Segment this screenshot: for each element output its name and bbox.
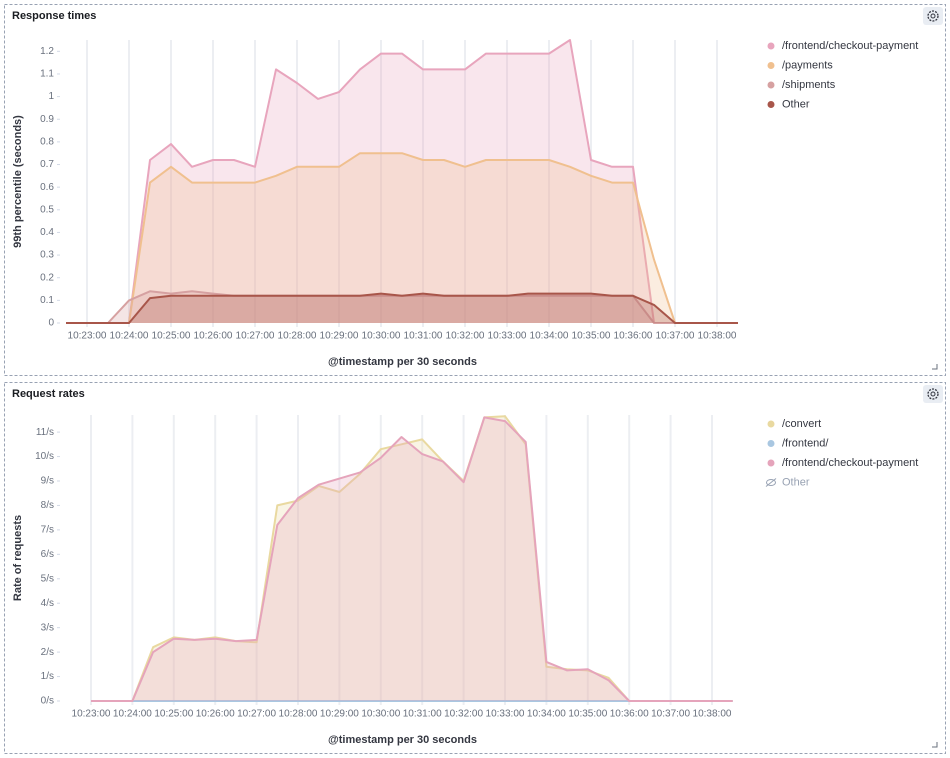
- panel-title: Response times: [12, 10, 96, 22]
- legend-label: Other: [782, 98, 810, 110]
- x-tick-label: 10:24:00: [113, 709, 152, 720]
- x-tick-label: 10:33:00: [488, 331, 527, 342]
- eye-slash: [765, 478, 777, 487]
- legend-label: Other: [782, 476, 810, 488]
- x-tick-label: 10:37:00: [651, 709, 690, 720]
- x-tick-label: 10:26:00: [194, 331, 233, 342]
- y-tick-label: 4/s: [41, 598, 54, 609]
- x-tick-label: 10:33:00: [486, 709, 525, 720]
- y-tick-label: 7/s: [41, 525, 54, 536]
- y-tick-label: 8/s: [41, 500, 54, 511]
- y-tick-label: 0.9: [40, 114, 54, 125]
- y-tick-label: 10/s: [35, 451, 54, 462]
- x-tick-label: 10:35:00: [568, 709, 607, 720]
- x-tick-label: 10:25:00: [154, 709, 193, 720]
- x-tick-label: 10:38:00: [698, 331, 737, 342]
- legend-marker: [767, 42, 775, 50]
- y-tick-label: 6/s: [41, 549, 54, 560]
- eye-icon: [766, 479, 776, 486]
- panel-title: Request rates: [12, 388, 85, 400]
- panel: [4, 4, 946, 376]
- x-axis-title: @timestamp per 30 seconds: [328, 356, 477, 368]
- legend-marker: [767, 459, 775, 467]
- x-tick-label: 10:34:00: [530, 331, 569, 342]
- x-tick-label: 10:31:00: [404, 331, 443, 342]
- line: [66, 292, 738, 324]
- y-tick-label: 0: [48, 318, 54, 329]
- y-tick-label: 3/s: [41, 622, 54, 633]
- x-tick-label: 10:27:00: [236, 331, 275, 342]
- x-tick-label: 10:26:00: [196, 709, 235, 720]
- x-tick-label: 10:23:00: [72, 709, 111, 720]
- x-tick-label: 10:34:00: [527, 709, 566, 720]
- x-tick-label: 10:30:00: [361, 709, 400, 720]
- y-tick-label: 0.1: [40, 295, 54, 306]
- x-tick-label: 10:36:00: [614, 331, 653, 342]
- legend-marker: [767, 420, 775, 428]
- x-tick-label: 10:24:00: [110, 331, 149, 342]
- x-tick-label: 10:25:00: [152, 331, 191, 342]
- x-tick-label: 10:31:00: [403, 709, 442, 720]
- legend-label: /frontend/checkout-payment: [782, 457, 918, 469]
- x-tick-label: 10:32:00: [444, 709, 483, 720]
- y-tick-label: 0.6: [40, 182, 54, 193]
- legend-marker: [767, 81, 775, 89]
- area: [66, 40, 738, 323]
- y-tick-label: 0.3: [40, 250, 54, 261]
- y-tick-label: 9/s: [41, 476, 54, 487]
- y-tick-label: 0/s: [41, 696, 54, 707]
- x-tick-label: 10:27:00: [237, 709, 276, 720]
- y-tick-label: 0.5: [40, 204, 54, 215]
- x-tick-label: 10:28:00: [278, 331, 317, 342]
- y-tick-label: 0.2: [40, 272, 54, 283]
- area: [66, 293, 738, 323]
- legend-label: /frontend/checkout-payment: [782, 40, 918, 52]
- y-tick-label: 1.2: [40, 46, 54, 57]
- line: [66, 39, 738, 324]
- x-tick-label: 10:30:00: [362, 331, 401, 342]
- y-tick-label: 0.8: [40, 137, 54, 148]
- y-tick-label: 5/s: [41, 573, 54, 584]
- x-tick-label: 10:23:00: [68, 331, 107, 342]
- y-tick-label: 0.7: [40, 159, 54, 170]
- y-tick-label: 1: [48, 91, 54, 102]
- x-tick-label: 10:37:00: [656, 331, 695, 342]
- x-tick-label: 10:35:00: [572, 331, 611, 342]
- legend-marker: [767, 62, 775, 69]
- x-tick-label: 10:29:00: [320, 331, 359, 342]
- y-axis-title: Rate of requests: [12, 515, 24, 601]
- x-tick-label: 10:38:00: [693, 709, 732, 720]
- legend-hidden-icon: [765, 478, 777, 487]
- x-tick-label: 10:32:00: [446, 331, 485, 342]
- legend-label: /payments: [782, 59, 833, 71]
- legend-marker: [767, 101, 775, 108]
- resize-handle[interactable]: [932, 742, 938, 748]
- area: [66, 153, 738, 323]
- line: [91, 416, 733, 702]
- y-tick-label: 11/s: [36, 427, 54, 438]
- line: [66, 152, 738, 324]
- legend-label: /frontend/: [782, 437, 829, 449]
- y-tick-label: 0.4: [40, 227, 54, 238]
- y-tick-label: 1/s: [41, 671, 54, 682]
- x-tick-label: 10:29:00: [320, 709, 359, 720]
- legend-label: /convert: [782, 418, 821, 430]
- settings-button[interactable]: [923, 7, 943, 25]
- y-tick-label: 2/s: [41, 647, 54, 658]
- x-axis-title: @timestamp per 30 seconds: [328, 734, 477, 746]
- x-tick-label: 10:36:00: [610, 709, 649, 720]
- x-tick-label: 10:28:00: [279, 709, 318, 720]
- settings-button[interactable]: [923, 385, 943, 403]
- legend-label: /shipments: [782, 79, 836, 91]
- area: [91, 417, 733, 701]
- area: [91, 416, 733, 701]
- area: [66, 291, 738, 323]
- resize-handle[interactable]: [932, 364, 938, 370]
- y-tick-label: 1.1: [40, 69, 54, 80]
- legend-marker: [767, 440, 775, 447]
- y-axis-title: 99th percentile (seconds): [12, 115, 24, 248]
